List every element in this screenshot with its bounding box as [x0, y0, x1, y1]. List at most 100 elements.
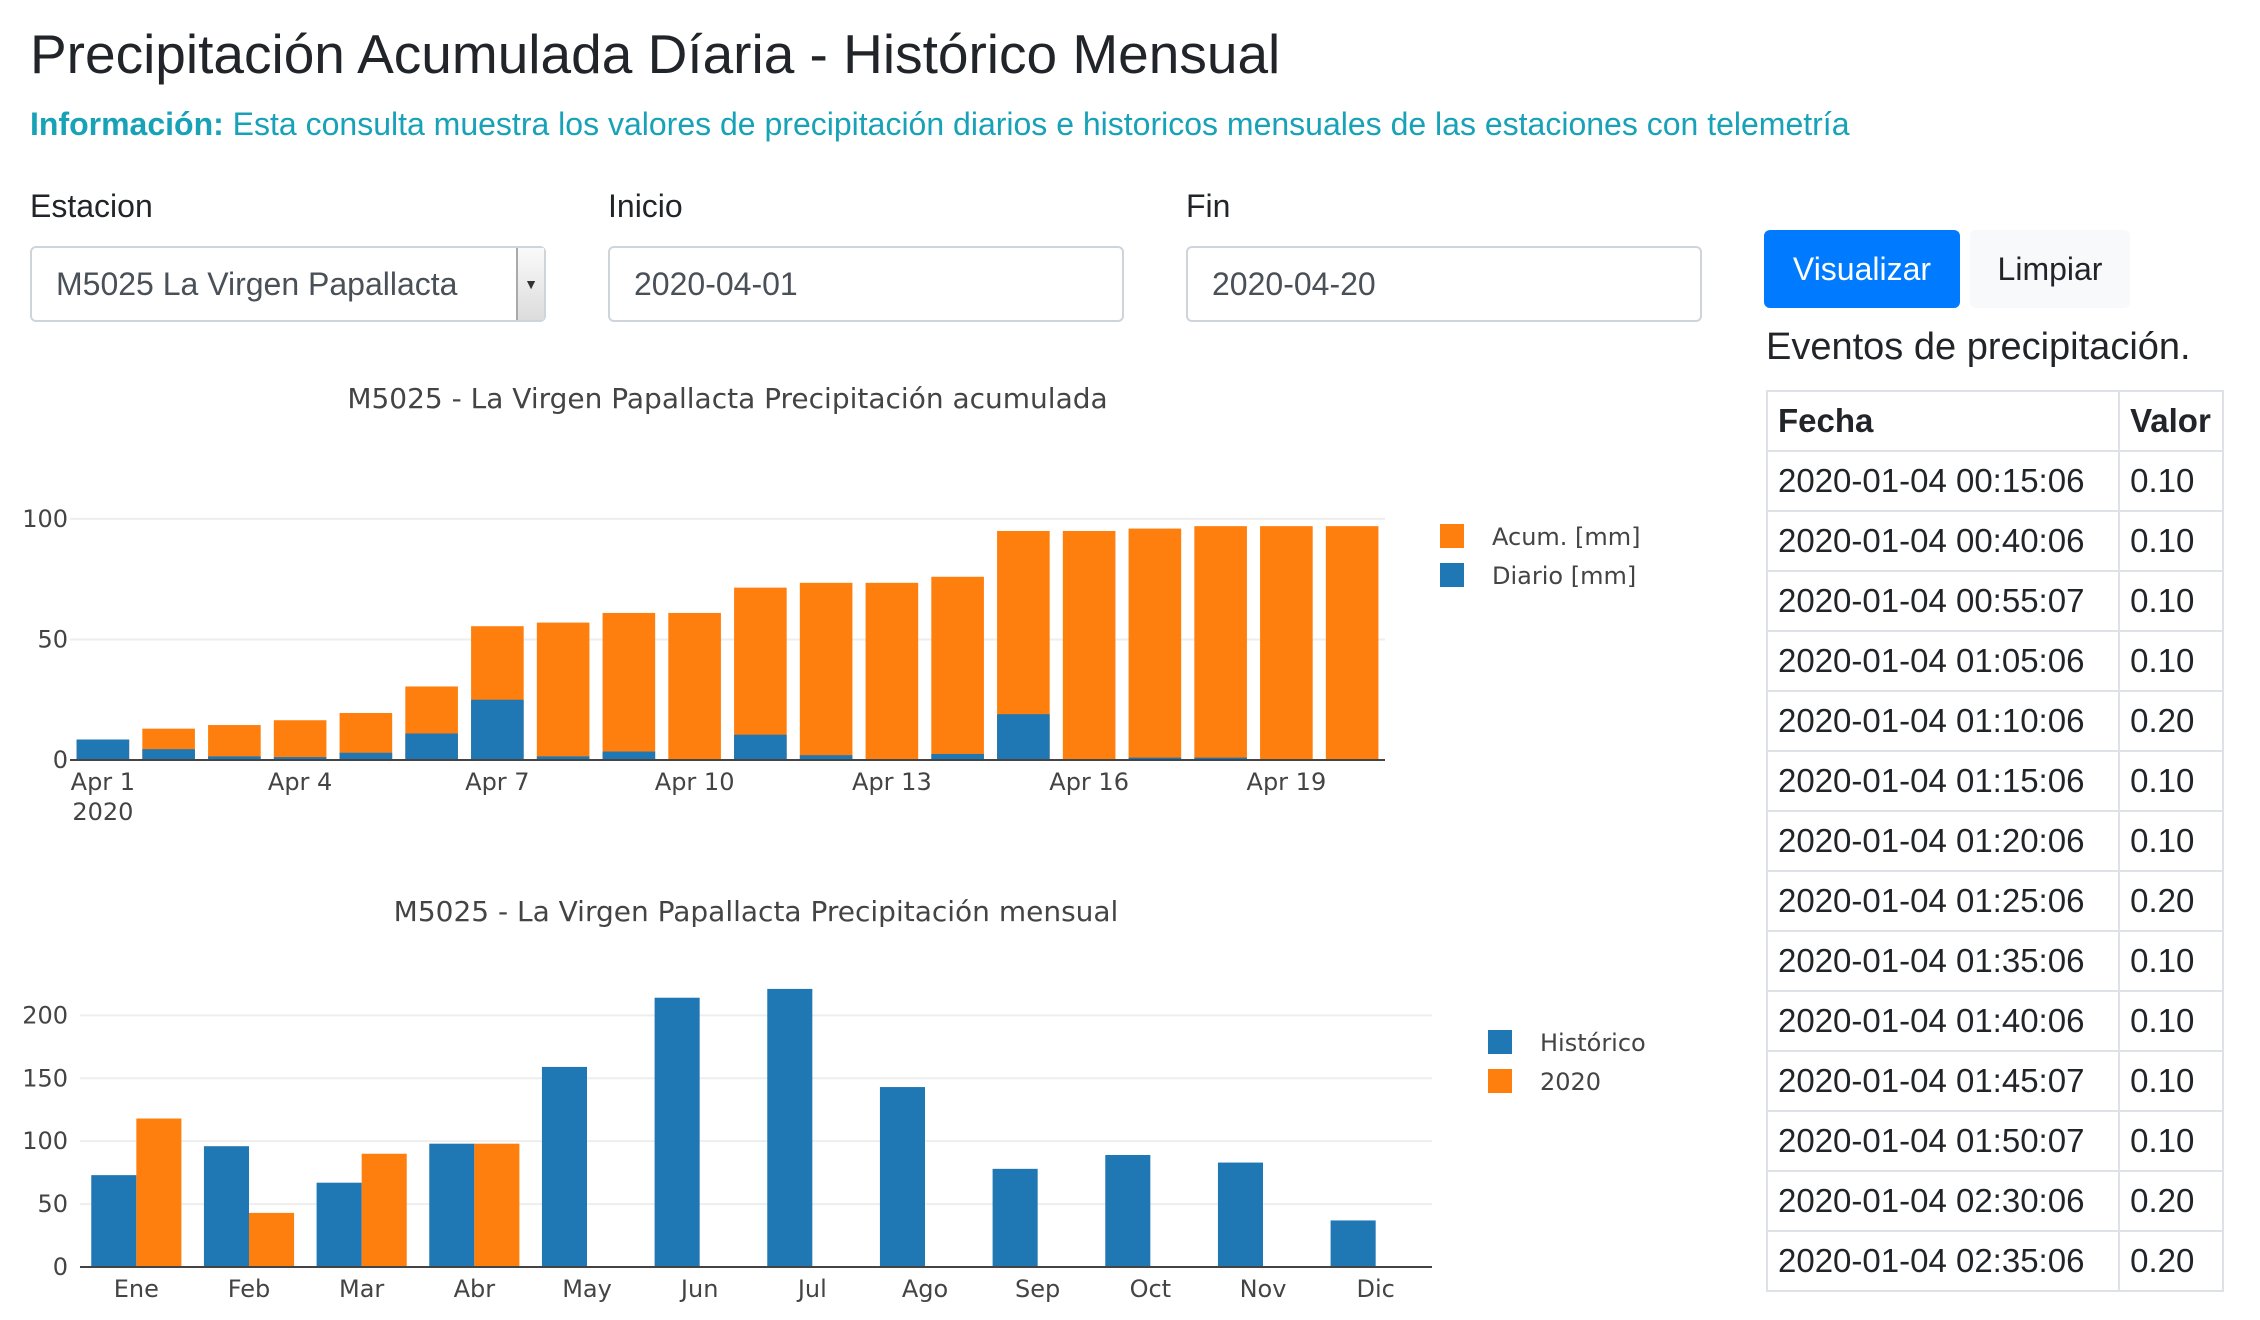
chart-mensual: M5025 - La Virgen Papallacta Precipitaci… — [22, 895, 1646, 1303]
cell-valor: 0.20 — [2118, 690, 2224, 752]
bar-2020 — [474, 1143, 520, 1267]
events-table-container[interactable]: Fecha Valor 2020-01-04 00:15:06 0.10 2020-… — [1766, 390, 2224, 1300]
bar-2020 — [249, 1212, 295, 1267]
bar-diario — [76, 739, 130, 760]
cell-fecha: 2020-01-04 01:40:06 — [1766, 990, 2121, 1052]
events-table-body: 2020-01-04 00:15:06 0.10 2020-01-04 00:40:… — [1766, 450, 2224, 1292]
bar-acum — [799, 582, 853, 760]
legend-swatch — [1488, 1069, 1512, 1093]
bar-acum — [339, 712, 393, 760]
cell-valor: 0.10 — [2118, 750, 2224, 812]
bar-historico — [1330, 1220, 1376, 1267]
bar-diario — [1194, 757, 1247, 760]
cell-valor: 0.10 — [2118, 450, 2224, 512]
x-tick-label: Abr — [454, 1275, 496, 1303]
cell-fecha: 2020-01-04 01:20:06 — [1766, 810, 2121, 872]
bar-acum — [1260, 526, 1313, 760]
cell-valor: 0.10 — [2118, 810, 2224, 872]
fin-input-value: 2020-04-20 — [1212, 265, 1376, 302]
cell-valor: 0.10 — [2118, 990, 2224, 1052]
bar-historico — [203, 1146, 249, 1267]
bar-acum — [208, 725, 261, 760]
bar-diario — [799, 755, 853, 760]
cell-fecha: 2020-01-04 01:45:07 — [1766, 1050, 2121, 1112]
table-row: 2020-01-04 02:35:06 0.20 — [1766, 1230, 2224, 1292]
bar-acum — [1194, 526, 1247, 760]
x-tick-label: Mar — [339, 1275, 384, 1303]
estacion-select[interactable]: M5025 La Virgen Papallacta ▼ — [30, 246, 546, 322]
cell-valor: 0.10 — [2118, 510, 2224, 572]
bar-historico — [992, 1168, 1038, 1267]
x-tick-label: Ene — [114, 1275, 159, 1303]
estacion-label: Estacion — [30, 188, 153, 224]
fin-label: Fin — [1186, 188, 1231, 224]
bar-historico — [91, 1175, 137, 1267]
cell-fecha: 2020-01-04 01:50:07 — [1766, 1110, 2121, 1172]
x-tick-label: Apr 16 — [1049, 768, 1129, 796]
x-tick-label: Sep — [1015, 1275, 1060, 1303]
bar-diario — [536, 756, 590, 760]
bar-diario — [931, 753, 984, 760]
estacion-select-value: M5025 La Virgen Papallacta — [56, 265, 458, 302]
x-tick-label: Apr 13 — [852, 768, 932, 796]
bar-diario — [273, 757, 327, 760]
table-row: 2020-01-04 00:15:06 0.10 — [1766, 450, 2224, 512]
bar-acum — [1325, 526, 1379, 760]
x-tick-label: Feb — [228, 1275, 271, 1303]
visualizar-button[interactable]: Visualizar — [1764, 230, 1960, 308]
table-row: 2020-01-04 01:40:06 0.10 — [1766, 990, 2224, 1052]
table-row: 2020-01-04 01:05:06 0.10 — [1766, 630, 2224, 692]
bar-acum — [734, 587, 787, 760]
y-tick-label: 100 — [22, 505, 68, 533]
bar-diario — [997, 714, 1050, 760]
y-tick-label: 200 — [22, 1001, 68, 1029]
inicio-input-value: 2020-04-01 — [634, 265, 798, 302]
y-tick-label: 50 — [37, 625, 68, 653]
events-table: Fecha Valor 2020-01-04 00:15:06 0.10 2020-… — [1766, 390, 2224, 1292]
y-tick-label: 0 — [53, 1253, 68, 1281]
legend-swatch — [1440, 524, 1464, 548]
column-header-valor: Valor — [2118, 390, 2224, 452]
fin-input[interactable]: 2020-04-20 — [1186, 246, 1702, 322]
bar-diario — [208, 756, 261, 760]
table-row: 2020-01-04 02:30:06 0.20 — [1766, 1170, 2224, 1232]
bar-historico — [767, 988, 813, 1267]
inicio-input[interactable]: 2020-04-01 — [608, 246, 1124, 322]
cell-fecha: 2020-01-04 00:55:07 — [1766, 570, 2121, 632]
cell-fecha: 2020-01-04 01:05:06 — [1766, 630, 2121, 692]
info-text: Esta consulta muestra los valores de pre… — [223, 106, 1850, 142]
x-tick-label: Apr 1 — [71, 768, 135, 796]
cell-valor: 0.20 — [2118, 870, 2224, 932]
chevron-down-icon[interactable]: ▼ — [516, 248, 544, 320]
x-tick-label: Apr 4 — [268, 768, 332, 796]
cell-fecha: 2020-01-04 01:10:06 — [1766, 690, 2121, 752]
x-tick-label: Apr 10 — [655, 768, 735, 796]
table-row: 2020-01-04 01:45:07 0.10 — [1766, 1050, 2224, 1112]
legend-item: Acum. [mm] — [1492, 523, 1641, 551]
x-tick-label: Apr 7 — [465, 768, 529, 796]
table-row: 2020-01-04 01:20:06 0.10 — [1766, 810, 2224, 872]
cell-fecha: 2020-01-04 01:25:06 — [1766, 870, 2121, 932]
x-tick-label: Jul — [796, 1275, 827, 1303]
column-header-fecha: Fecha — [1766, 390, 2121, 452]
cell-valor: 0.20 — [2118, 1170, 2224, 1232]
cell-valor: 0.10 — [2118, 630, 2224, 692]
x-tick-label: Dic — [1356, 1275, 1394, 1303]
cell-fecha: 2020-01-04 02:35:06 — [1766, 1230, 2121, 1292]
table-row: 2020-01-04 01:15:06 0.10 — [1766, 750, 2224, 812]
bar-acum — [931, 576, 984, 760]
cell-fecha: 2020-01-04 00:15:06 — [1766, 450, 2121, 512]
bar-acum — [273, 720, 327, 760]
x-tick-label: May — [562, 1275, 612, 1303]
bar-acum — [668, 612, 721, 760]
inicio-label: Inicio — [608, 188, 683, 224]
legend-item: Diario [mm] — [1492, 562, 1636, 590]
legend-swatch — [1440, 563, 1464, 587]
legend-item: 2020 — [1540, 1068, 1601, 1096]
bar-diario — [602, 751, 656, 760]
cell-fecha: 2020-01-04 00:40:06 — [1766, 510, 2121, 572]
limpiar-button[interactable]: Limpiar — [1970, 230, 2130, 308]
bar-acum — [865, 582, 919, 760]
page-title: Precipitación Acumulada Díaria - Históri… — [30, 23, 1281, 85]
info-message: Información: Esta consulta muestra los v… — [30, 106, 1849, 143]
